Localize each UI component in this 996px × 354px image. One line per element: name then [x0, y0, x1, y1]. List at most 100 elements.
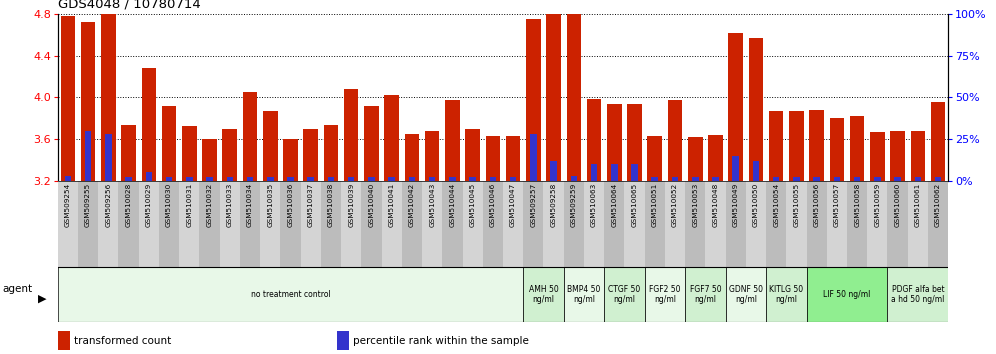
Bar: [65, 176, 71, 181]
Bar: [165, 177, 172, 181]
Text: GSM509256: GSM509256: [106, 183, 112, 227]
Bar: [605, 267, 644, 322]
Bar: [226, 177, 233, 181]
Bar: [220, 181, 240, 267]
Bar: [692, 177, 698, 181]
Bar: [186, 177, 192, 181]
Bar: [546, 14, 561, 181]
Bar: [591, 164, 598, 181]
Bar: [769, 111, 784, 181]
Bar: [789, 111, 804, 181]
Bar: [651, 177, 658, 181]
Bar: [125, 177, 131, 181]
Bar: [665, 181, 685, 267]
Text: GSM510032: GSM510032: [206, 183, 212, 227]
Bar: [138, 181, 159, 267]
Bar: [321, 181, 341, 267]
Text: GSM510044: GSM510044: [449, 183, 455, 227]
Text: GSM510028: GSM510028: [125, 183, 131, 227]
Bar: [728, 33, 743, 181]
Bar: [240, 181, 260, 267]
Text: GSM510035: GSM510035: [267, 183, 273, 227]
Text: GSM510048: GSM510048: [712, 183, 718, 227]
Text: BMP4 50
ng/ml: BMP4 50 ng/ml: [568, 285, 601, 304]
Text: KITLG 50
ng/ml: KITLG 50 ng/ml: [769, 285, 804, 304]
Text: GSM510063: GSM510063: [591, 183, 597, 227]
Text: GSM510062: GSM510062: [935, 183, 941, 227]
Bar: [61, 16, 75, 181]
Text: ▶: ▶: [38, 293, 47, 303]
Bar: [483, 181, 503, 267]
Bar: [766, 181, 786, 267]
Bar: [807, 267, 887, 322]
Bar: [631, 164, 637, 181]
Bar: [283, 139, 298, 181]
Bar: [685, 181, 705, 267]
Bar: [732, 156, 739, 181]
Bar: [530, 134, 537, 181]
Bar: [834, 177, 841, 181]
Text: GSM510046: GSM510046: [490, 183, 496, 227]
Bar: [384, 95, 399, 181]
Bar: [141, 68, 156, 181]
Bar: [523, 267, 564, 322]
Bar: [830, 118, 845, 181]
Bar: [202, 139, 217, 181]
Bar: [931, 102, 945, 181]
Bar: [486, 136, 500, 181]
Bar: [786, 181, 807, 267]
Bar: [712, 177, 719, 181]
Bar: [422, 181, 442, 267]
Bar: [287, 177, 294, 181]
Bar: [58, 181, 78, 267]
Bar: [624, 181, 644, 267]
Bar: [605, 181, 624, 267]
Bar: [388, 177, 395, 181]
Bar: [607, 104, 622, 181]
Bar: [119, 181, 138, 267]
Bar: [267, 177, 274, 181]
Text: GSM510060: GSM510060: [894, 183, 900, 227]
Bar: [688, 137, 702, 181]
Bar: [58, 267, 523, 322]
Bar: [381, 181, 401, 267]
Bar: [101, 14, 116, 181]
Text: GSM510055: GSM510055: [794, 183, 800, 227]
Text: GSM510030: GSM510030: [166, 183, 172, 227]
Text: GDNF 50
ng/ml: GDNF 50 ng/ml: [729, 285, 763, 304]
Bar: [85, 131, 92, 181]
Bar: [206, 177, 213, 181]
Bar: [281, 181, 301, 267]
Text: GSM510051: GSM510051: [651, 183, 657, 227]
Text: GSM510031: GSM510031: [186, 183, 192, 227]
Text: PDGF alfa bet
a hd 50 ng/ml: PDGF alfa bet a hd 50 ng/ml: [891, 285, 944, 304]
Bar: [523, 181, 544, 267]
Text: GSM510064: GSM510064: [612, 183, 618, 227]
Text: GDS4048 / 10780714: GDS4048 / 10780714: [58, 0, 200, 11]
Text: GSM510045: GSM510045: [470, 183, 476, 227]
Bar: [667, 101, 682, 181]
Bar: [449, 177, 455, 181]
Text: GSM510049: GSM510049: [733, 183, 739, 227]
Bar: [308, 177, 314, 181]
Bar: [78, 181, 99, 267]
Bar: [887, 267, 948, 322]
Text: GSM510056: GSM510056: [814, 183, 820, 227]
Bar: [506, 136, 520, 181]
Text: GSM510065: GSM510065: [631, 183, 637, 227]
Bar: [503, 181, 523, 267]
Bar: [725, 181, 746, 267]
Text: GSM510050: GSM510050: [753, 183, 759, 227]
Text: GSM510052: GSM510052: [672, 183, 678, 227]
Bar: [365, 106, 378, 181]
Text: GSM510057: GSM510057: [834, 183, 840, 227]
Bar: [571, 176, 577, 181]
Bar: [81, 23, 96, 181]
Bar: [304, 129, 318, 181]
Bar: [462, 181, 483, 267]
Bar: [179, 181, 199, 267]
Bar: [445, 101, 460, 181]
Bar: [260, 181, 281, 267]
Bar: [145, 172, 152, 181]
Text: transformed count: transformed count: [74, 336, 171, 346]
